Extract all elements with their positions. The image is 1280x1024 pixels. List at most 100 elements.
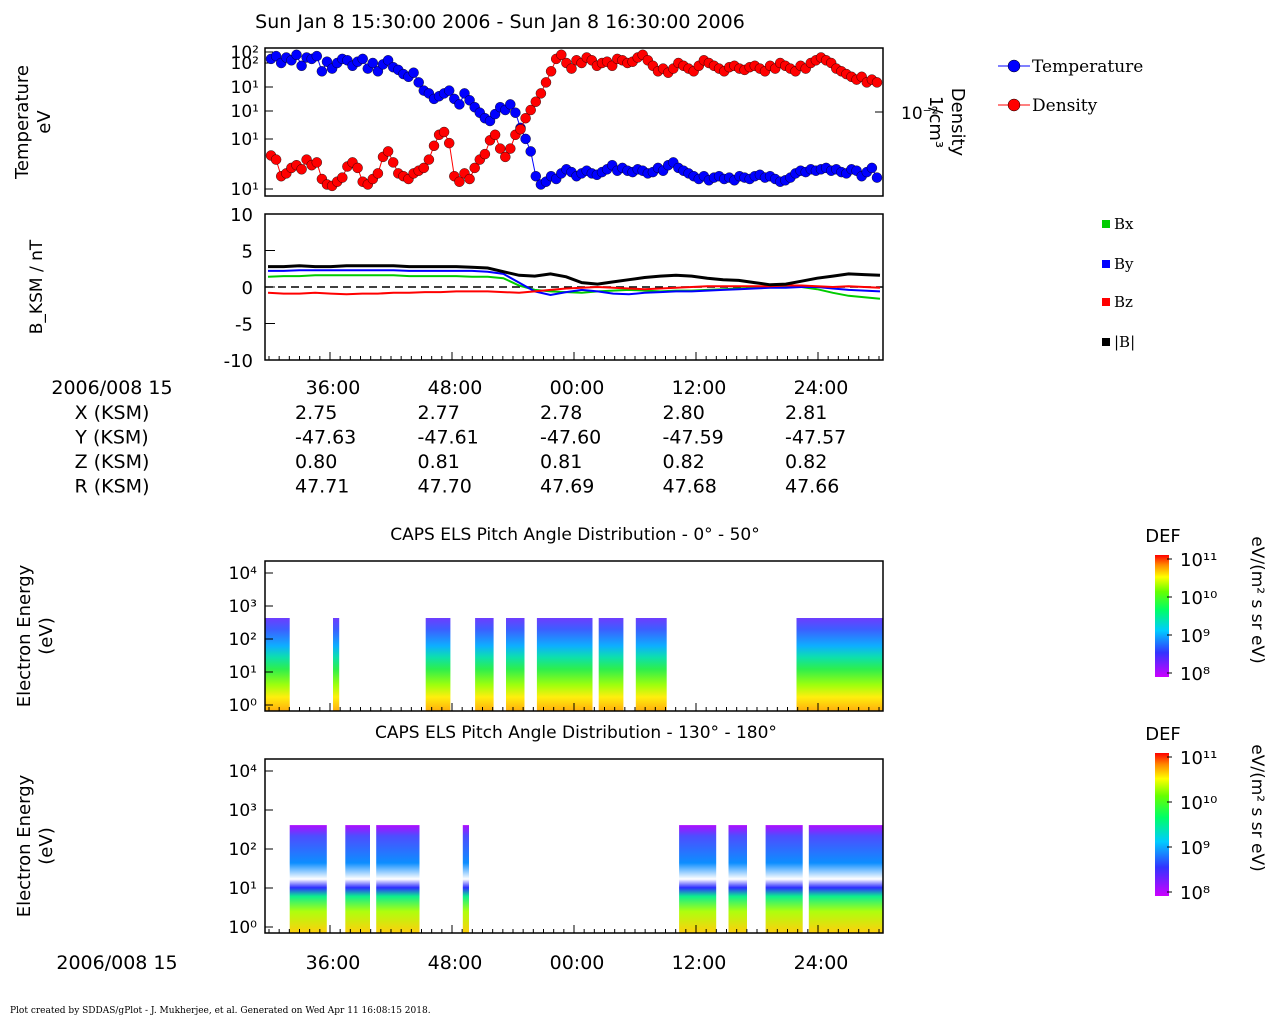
ephemeris-table: 2006/008 15 36:00 48:00 00:00 12:00 24:00 X … [51, 377, 848, 498]
energy-y-tick-label: 10³ [229, 801, 257, 821]
ephemeris-row-label: Y (KSM) [74, 427, 148, 449]
density-point [444, 137, 455, 149]
colorbar-tick-label: 10⁹ [1180, 626, 1210, 647]
ephemeris-time-label: 24:00 [794, 377, 849, 399]
energy-y-tick-label: 10⁴ [229, 762, 258, 782]
energy-y-tick-label: 10² [229, 630, 257, 650]
spectrogram-1-blocks [265, 618, 883, 711]
spectrogram-block [679, 825, 717, 933]
spectrogram-block [462, 825, 469, 933]
density-point [372, 168, 384, 179]
density-point [479, 148, 491, 160]
ephemeris-value: 0.80 [295, 451, 337, 473]
panel2-legend: Bx By Bz |B| [1102, 215, 1135, 351]
density-point [296, 164, 307, 175]
temperature-point [871, 172, 883, 183]
temperature-point [367, 57, 378, 69]
density-point [871, 77, 883, 88]
spectrogram-block [475, 618, 494, 711]
density-point [423, 154, 435, 165]
magnetic-field-panel: 10 5 0 -5 -10 B_KSM / nT Bx By Bz |B| [27, 205, 1135, 372]
colorbar-1-units: eV/(m² s sr eV) [1247, 536, 1267, 663]
bfield-y-tick-label: 10 [230, 205, 253, 226]
temperature-y-tick-label: 10¹ [231, 180, 259, 200]
ephemeris-row-label: Z (KSM) [75, 451, 150, 473]
ephemeris-value: 47.70 [418, 476, 472, 498]
colorbar-tick-label: 10⁸ [1180, 883, 1210, 904]
ephemeris-value: 47.69 [540, 476, 594, 498]
density-point [530, 96, 541, 107]
legend-by-swatch [1102, 260, 1110, 268]
energy-y-tick-label: 10¹ [229, 879, 257, 899]
temperature-y-tick-label: 10¹ [231, 78, 259, 98]
legend-temperature-label: Temperature [1032, 57, 1143, 77]
density-y-tick-label: 10⁻² [901, 104, 938, 124]
density-point [469, 162, 480, 174]
ephemeris-value: 2.81 [785, 402, 827, 424]
ephemeris-time-label: 36:00 [306, 377, 361, 399]
temperature-point [505, 99, 516, 110]
colorbar-2-units: eV/(m² s sr eV) [1247, 744, 1267, 871]
density-point [382, 146, 394, 157]
colorbar-tick-label: 10⁸ [1180, 664, 1210, 685]
density-point [545, 66, 557, 77]
spectrogram-block [536, 618, 593, 711]
colorbar-2: DEF 10¹¹ 10¹⁰ 10⁹ 10⁸ eV/(m² s sr eV) [1145, 724, 1267, 904]
temperature-axis-title: Temperature eV [12, 65, 55, 180]
legend-temperature-marker [1007, 59, 1021, 73]
legend-btot-label: |B| [1114, 333, 1135, 351]
spectrogram-block [425, 618, 451, 711]
spectrogram-2-blocks [289, 825, 883, 933]
bottom-time-label: 48:00 [428, 952, 483, 974]
ephemeris-time-label: 00:00 [550, 377, 605, 399]
colorbar-tick-label: 10¹⁰ [1180, 793, 1217, 814]
ephemeris-rows: X (KSM) 2.75 2.77 2.78 2.80 2.81 Y (KSM) -47.63… [74, 402, 846, 498]
bottom-time-label: 00:00 [550, 952, 605, 974]
colorbar-tick-label: 10⁹ [1180, 838, 1210, 859]
colorbar-1: DEF 10¹¹ 10¹⁰ 10⁹ 10⁸ eV/(m² s sr eV) [1145, 526, 1267, 685]
energy-axis-label-2: (eV) [36, 617, 57, 654]
energy-y-tick-label: 10² [229, 840, 257, 860]
temperature-y-tick-label: 10¹ [231, 102, 259, 122]
ephemeris-value: 2.77 [418, 402, 460, 424]
density-point [566, 63, 577, 74]
spectrogram-block [635, 618, 667, 711]
temperature-point [520, 133, 531, 145]
temperature-point [311, 50, 322, 62]
colorbar-1-ticks: 10¹¹ 10¹⁰ 10⁹ 10⁸ [1167, 550, 1217, 685]
ephemeris-value: 0.81 [418, 451, 460, 473]
density-point [464, 173, 475, 185]
density-point [520, 112, 531, 124]
colorbar-tick-label: 10¹¹ [1180, 550, 1217, 571]
panel1-frame [264, 47, 884, 197]
bfield-y-tick-label: -5 [235, 315, 253, 336]
spectrogram-block [345, 825, 370, 933]
temperature-point [296, 60, 307, 72]
ephemeris-value: 0.82 [785, 451, 827, 473]
temperature-point [510, 107, 521, 118]
density-point [540, 77, 552, 88]
colorbar-tick-label: 10¹¹ [1180, 748, 1217, 769]
temperature-y-tick-label: 10² [231, 43, 259, 63]
density-point [337, 172, 348, 183]
temperature-axis-label-2: eV [34, 110, 55, 134]
temperature-point [525, 146, 536, 157]
bfield-y-tick-label: 0 [242, 278, 253, 299]
spectrogram-1-x-ticks [268, 703, 880, 711]
ephemeris-value: 0.82 [663, 451, 705, 473]
temperature-y-tick-label: 10¹ [231, 130, 259, 150]
bottom-time-label: 24:00 [794, 952, 849, 974]
ephemeris-time-labels: 36:00 48:00 00:00 12:00 24:00 [306, 377, 849, 399]
legend-bx-label: Bx [1114, 215, 1134, 233]
temperature-point [291, 49, 302, 60]
bottom-time-label: 36:00 [306, 952, 361, 974]
density-point [454, 176, 465, 187]
density-point [489, 129, 501, 141]
colorbar-1-label: DEF [1145, 526, 1181, 547]
temperature-point [357, 53, 368, 65]
legend-bz-label: Bz [1114, 293, 1133, 311]
spectrogram-2-y-ticks: 10⁴ 10³ 10² 10¹ 10⁰ [229, 762, 273, 938]
spectrogram-block [765, 825, 803, 933]
